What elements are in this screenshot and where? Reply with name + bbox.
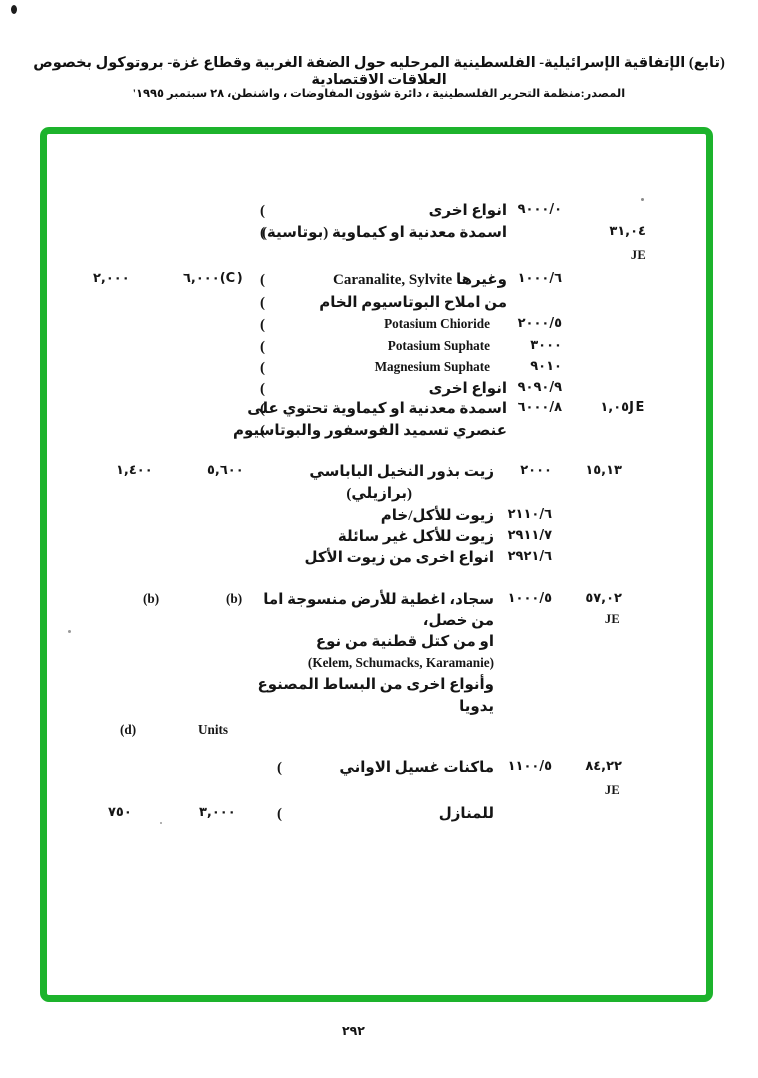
chapter-code-je: ١,٠٥JE — [600, 400, 646, 415]
item-desc-ar: زيوت للأكل غير سائلة — [337, 529, 494, 545]
quantity-primary: ٣,٠٠٠ — [199, 805, 236, 820]
item-code: ٩٠١٠ — [530, 359, 562, 374]
document-source-line: المصدر:منظمة التحرير الفلسطينية ، دائرة … — [132, 88, 626, 100]
quantity-secondary: (b) — [143, 591, 160, 606]
item-code: ٦٠٠٠/٨ — [517, 400, 562, 415]
item-code: ١٠٠٠/٥ — [507, 591, 552, 606]
units-label: Units — [198, 722, 229, 737]
group-paren: ( — [277, 760, 282, 776]
item-desc-ar: ماكنات غسيل الاواني — [339, 760, 494, 776]
item-code: ٩٠٩٠/٩ — [517, 380, 562, 395]
quantity-primary: (b) — [226, 591, 243, 606]
quantity-secondary: ١,٤٠٠ — [116, 463, 153, 478]
item-code: ٢٠٠٠ — [520, 463, 552, 478]
item-desc-en: Magnesium Suphate — [374, 359, 490, 374]
item-desc-en: (Kelem, Schumacks, Karamanie) — [307, 655, 494, 670]
scan-speck — [160, 822, 162, 824]
chapter-code: ٣١,٠٤ — [609, 224, 646, 239]
item-desc-ar: (برازيلي) — [346, 486, 412, 502]
group-paren: ( — [260, 225, 265, 241]
item-desc-ar: انواع اخرى — [428, 381, 507, 397]
je-marker: JE — [630, 248, 646, 262]
item-desc-ar: او من كتل قطنية من نوع — [315, 634, 494, 650]
je-marker: JE — [604, 783, 620, 797]
item-desc-ar: زيوت للأكل/خام — [380, 508, 494, 524]
item-desc-mixed: وغيرها Caranalite, Sylvite — [333, 272, 507, 288]
item-desc-ar: للمنازل — [438, 806, 494, 822]
document-title: (تابع) الإتفاقية الإسرائيلية- الفلسطينية… — [33, 55, 725, 88]
item-desc-ar: سجاد، اغطية للأرض منسوجة اما — [263, 592, 494, 608]
item-desc-ar: يدويا — [459, 699, 494, 715]
item-code: ٩٠٠٠/٠ — [517, 202, 562, 217]
chapter-code: ١٥,١٣ — [585, 463, 622, 478]
group-paren: ( — [260, 272, 265, 288]
item-code: ١٠٠٠/٦ — [517, 271, 562, 286]
group-paren: ( — [277, 806, 282, 822]
group-paren: ( — [260, 360, 265, 376]
item-code: ١١٠٠/٥ — [507, 759, 552, 774]
quantity-secondary: ٢,٠٠٠ — [93, 271, 130, 286]
item-code: ٢٠٠٠/٥ — [517, 316, 562, 331]
item-desc-ar: من خصل، — [422, 613, 494, 629]
group-paren: ( — [260, 295, 265, 311]
item-desc-ar: اسمدة معدنية او كيماوية تحتوي على — [247, 401, 507, 417]
item-desc-ar: انواع اخرى من زيوت الأكل — [304, 550, 494, 566]
quantity-primary: ٥,٦٠٠ — [207, 463, 244, 478]
item-desc-ar: انواع اخرى — [428, 203, 507, 219]
green-frame — [40, 127, 713, 1002]
scan-speck — [68, 630, 71, 633]
item-desc-en: Potasium Chioride — [384, 316, 490, 331]
page-number: ٢٩٢ — [342, 1023, 365, 1038]
note-marker: (d) — [120, 722, 137, 737]
quantity-primary: ٦,٠٠٠(C) — [183, 271, 243, 286]
scan-speck — [11, 5, 17, 14]
group-paren: ( — [260, 317, 265, 333]
group-paren: ( — [260, 381, 265, 397]
item-desc-en: Potasium Suphate — [387, 338, 490, 353]
group-paren: ( — [260, 401, 265, 417]
scan-speck — [641, 198, 644, 201]
item-code: ٢١١٠/٦ — [507, 507, 552, 522]
item-code: ٣٠٠٠ — [530, 338, 562, 353]
item-desc-ar: زيت بذور النخيل الباباسي — [309, 464, 494, 480]
item-code: ٢٩٢١/٦ — [507, 549, 552, 564]
item-desc-ar: عنصري تسميد الفوسفور والبوتاسيوم — [233, 423, 507, 439]
item-code: ٢٩١١/٧ — [507, 528, 552, 543]
group-paren: ( — [260, 339, 265, 355]
item-desc-ar: اسمدة معدنية او كيماوية (بوتاسية) — [261, 225, 507, 241]
quantity-secondary: ٧٥٠ — [108, 805, 132, 820]
group-paren: ( — [260, 423, 265, 439]
je-marker: JE — [604, 612, 620, 626]
group-paren: ( — [260, 203, 265, 219]
item-desc-ar: من املاح البوتاسيوم الخام — [319, 295, 507, 311]
chapter-code: ٥٧,٠٢ — [585, 591, 622, 606]
item-desc-ar: وأنواع اخرى من البساط المصنوع — [257, 677, 494, 693]
chapter-code: ٨٤,٢٢ — [585, 759, 622, 774]
